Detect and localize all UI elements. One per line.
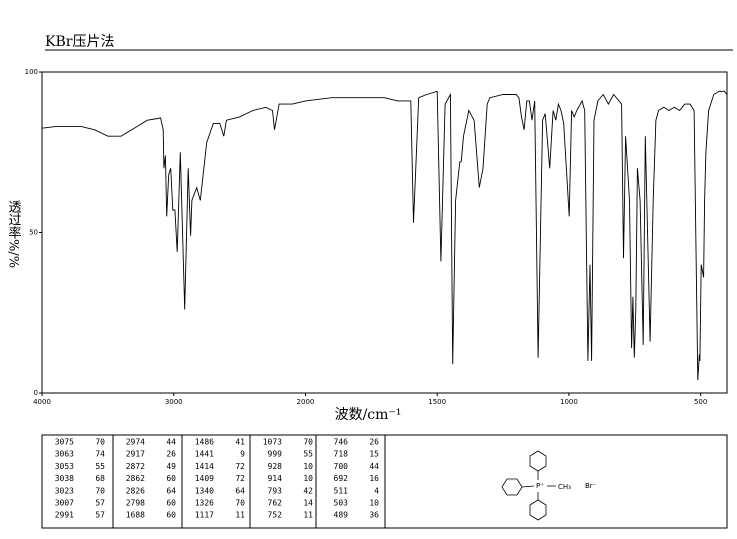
x-tick-label: 4000 xyxy=(33,398,51,406)
peak-transmittance: 72 xyxy=(235,474,245,483)
peak-transmittance: 70 xyxy=(303,438,313,447)
y-tick-label: 0 xyxy=(34,389,38,397)
peak-transmittance: 68 xyxy=(95,474,105,483)
peak-wavenumber: 752 xyxy=(268,511,283,520)
peak-wavenumber: 2917 xyxy=(126,450,145,459)
x-tick-label: 3000 xyxy=(165,398,183,406)
peak-transmittance: 10 xyxy=(369,499,379,508)
peak-wavenumber: 1409 xyxy=(195,474,214,483)
structure-atom: P⁺ xyxy=(536,482,544,490)
peak-wavenumber: 1340 xyxy=(195,486,214,495)
peak-wavenumber: 3007 xyxy=(55,499,74,508)
peak-transmittance: 70 xyxy=(235,499,245,508)
peak-transmittance: 14 xyxy=(303,499,313,508)
peak-transmittance: 11 xyxy=(235,511,245,520)
peak-wavenumber: 1688 xyxy=(126,511,145,520)
peak-wavenumber: 2862 xyxy=(126,474,145,483)
peak-wavenumber: 503 xyxy=(334,499,349,508)
peak-transmittance: 11 xyxy=(303,511,313,520)
peak-wavenumber: 999 xyxy=(268,450,283,459)
peak-wavenumber: 793 xyxy=(268,486,283,495)
peak-wavenumber: 3038 xyxy=(55,474,74,483)
peak-wavenumber: 1326 xyxy=(195,499,214,508)
peak-transmittance: 9 xyxy=(240,450,245,459)
peak-transmittance: 41 xyxy=(235,438,245,447)
peak-wavenumber: 1486 xyxy=(195,438,214,447)
peak-wavenumber: 489 xyxy=(334,511,349,520)
spectrum-line xyxy=(41,90,728,381)
peak-wavenumber: 3075 xyxy=(55,438,74,447)
y-tick-label: 50 xyxy=(29,229,38,237)
structure-drawing xyxy=(501,450,556,521)
peak-wavenumber: 2826 xyxy=(126,486,145,495)
peak-transmittance: 64 xyxy=(166,486,176,495)
peak-transmittance: 42 xyxy=(303,486,313,495)
x-tick-label: 500 xyxy=(694,398,707,406)
peak-wavenumber: 1414 xyxy=(195,462,214,471)
peak-wavenumber: 511 xyxy=(334,486,349,495)
peak-transmittance: 16 xyxy=(369,474,379,483)
peak-transmittance: 10 xyxy=(303,474,313,483)
structure-group: CH₃ xyxy=(558,483,571,491)
peak-wavenumber: 762 xyxy=(268,499,283,508)
peak-wavenumber: 700 xyxy=(334,462,349,471)
peak-transmittance: 57 xyxy=(95,499,105,508)
peak-transmittance: 44 xyxy=(369,462,379,471)
peak-wavenumber: 1117 xyxy=(195,511,214,520)
peak-wavenumber: 2991 xyxy=(55,511,74,520)
peak-wavenumber: 2872 xyxy=(126,462,145,471)
chart-title: KBr压片法 xyxy=(45,34,114,50)
peak-transmittance: 15 xyxy=(369,450,379,459)
peak-transmittance: 57 xyxy=(95,511,105,520)
peak-transmittance: 55 xyxy=(303,450,313,459)
peak-wavenumber: 1441 xyxy=(195,450,214,459)
peak-transmittance: 60 xyxy=(166,499,176,508)
y-tick-label: 100 xyxy=(25,68,38,76)
peak-transmittance: 70 xyxy=(95,486,105,495)
x-tick-label: 1000 xyxy=(560,398,578,406)
peak-transmittance: 26 xyxy=(166,450,176,459)
peak-transmittance: 44 xyxy=(166,438,176,447)
peak-wavenumber: 914 xyxy=(268,474,283,483)
peak-transmittance: 70 xyxy=(95,438,105,447)
x-axis-label: 波数/cm⁻¹ xyxy=(335,407,402,423)
peak-transmittance: 55 xyxy=(95,462,105,471)
peak-transmittance: 10 xyxy=(303,462,313,471)
peak-wavenumber: 3063 xyxy=(55,450,74,459)
peak-transmittance: 49 xyxy=(166,462,176,471)
peak-wavenumber: 692 xyxy=(334,474,349,483)
peak-transmittance: 60 xyxy=(166,474,176,483)
peak-transmittance: 4 xyxy=(374,486,379,495)
peak-transmittance: 36 xyxy=(369,511,379,520)
x-tick-label: 2000 xyxy=(297,398,315,406)
peak-wavenumber: 928 xyxy=(268,462,283,471)
peak-wavenumber: 1073 xyxy=(263,438,282,447)
peak-transmittance: 64 xyxy=(235,486,245,495)
peak-wavenumber: 3023 xyxy=(55,486,74,495)
peak-transmittance: 74 xyxy=(95,450,105,459)
peak-wavenumber: 746 xyxy=(334,438,349,447)
peak-transmittance: 72 xyxy=(235,462,245,471)
peak-transmittance: 26 xyxy=(369,438,379,447)
peak-wavenumber: 2974 xyxy=(126,438,145,447)
peak-transmittance: 60 xyxy=(166,511,176,520)
y-axis-label: 透过率%/% xyxy=(6,200,22,268)
peak-wavenumber: 3053 xyxy=(55,462,74,471)
structure-counterion: Br⁻ xyxy=(585,482,597,490)
peak-wavenumber: 718 xyxy=(334,450,349,459)
peak-wavenumber: 2798 xyxy=(126,499,145,508)
x-tick-label: 1500 xyxy=(428,398,446,406)
